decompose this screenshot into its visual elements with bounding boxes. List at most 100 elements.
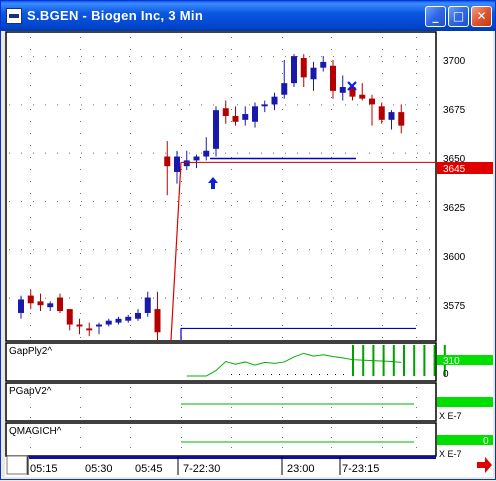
grid-dot: [416, 229, 417, 230]
grid-dot: [416, 121, 417, 122]
chart-area[interactable]: 3700 3675 3650 3625 3600 3575 3645 GapPl…: [5, 31, 493, 477]
grid-dot: [282, 169, 283, 170]
grid-dot: [181, 229, 182, 230]
grid-dot: [393, 249, 394, 251]
grid-dot: [30, 387, 31, 388]
pgapv-panel[interactable]: [5, 382, 437, 422]
grid-dot: [181, 289, 182, 290]
grid-dot: [181, 145, 182, 146]
grid-dot: [417, 104, 418, 106]
candle-body: [27, 295, 34, 304]
grid-dot: [416, 407, 417, 408]
grid-dot: [21, 249, 22, 251]
grid-dot: [282, 193, 283, 194]
grid-dot: [181, 447, 182, 448]
grid-dot: [381, 249, 382, 251]
grid-dot: [130, 61, 131, 62]
close-button[interactable]: ✕: [471, 6, 492, 27]
grid-dot: [382, 387, 383, 388]
grid-dot: [30, 447, 31, 448]
candle-body: [398, 112, 405, 126]
grid-dot: [153, 297, 154, 299]
grid-dot: [30, 277, 31, 278]
grid-dot: [309, 297, 310, 299]
gapply-panel[interactable]: [5, 342, 437, 382]
grid-dot: [130, 387, 131, 388]
candle-body: [339, 87, 346, 93]
grid-dot: [130, 181, 131, 182]
grid-dot: [297, 297, 298, 299]
grid-dot: [261, 152, 262, 154]
grid-dot: [417, 249, 418, 251]
candle-body: [213, 110, 219, 149]
scroll-right-arrow-icon[interactable]: [477, 457, 492, 473]
grid-dot: [153, 104, 154, 106]
grid-dot: [45, 104, 46, 106]
grid-dot: [130, 85, 131, 86]
candle-body: [330, 65, 336, 91]
grid-dot: [80, 121, 81, 122]
grid-dot: [249, 200, 250, 202]
grid-dot: [429, 249, 430, 251]
candle-body: [135, 312, 141, 319]
grid-dot: [429, 104, 430, 106]
grid-dot: [282, 157, 283, 158]
grid-dot: [393, 297, 394, 299]
grid-dot: [231, 277, 232, 278]
grid-dot: [165, 297, 166, 299]
buy-arrow-icon: [208, 177, 218, 189]
grid-dot: [81, 297, 82, 299]
title-bar[interactable]: S.BGEN - Biogen Inc, 3 Min _ □ ✕: [1, 1, 495, 31]
grid-dot: [105, 104, 106, 106]
sell-cross-icon: [347, 81, 357, 91]
grid-dot: [189, 56, 190, 58]
time-scrollbar[interactable]: [29, 456, 436, 459]
grid-dot: [117, 152, 118, 154]
grid-dot: [429, 56, 430, 58]
grid-dot: [321, 249, 322, 251]
grid-dot: [249, 104, 250, 106]
qmagich-panel[interactable]: [5, 422, 437, 457]
grid-dot: [80, 169, 81, 170]
gapply-dot: [263, 374, 264, 375]
grid-dot: [201, 56, 202, 58]
current-price-badge: [437, 162, 493, 174]
grid-dot: [45, 152, 46, 154]
grid-dot: [285, 200, 286, 202]
grid-dot: [331, 277, 332, 278]
gapply-dot: [319, 374, 320, 375]
grid-dot: [282, 301, 283, 302]
grid-dot: [30, 145, 31, 146]
grid-dot: [331, 417, 332, 418]
candle-body: [320, 61, 327, 68]
chart-app-icon[interactable]: [6, 8, 22, 24]
price-panel[interactable]: [5, 31, 437, 342]
grid-dot: [130, 145, 131, 146]
grid-dot: [30, 337, 31, 338]
grid-dot: [201, 200, 202, 202]
grid-dot: [273, 297, 274, 299]
minimize-button[interactable]: _: [425, 6, 446, 27]
grid-dot: [231, 253, 232, 254]
grid-dot: [331, 289, 332, 290]
grid-dot: [117, 200, 118, 202]
grid-dot: [130, 97, 131, 98]
grid-dot: [181, 387, 182, 388]
grid-dot: [345, 56, 346, 58]
grid-dot: [105, 297, 106, 299]
qmagich-value-badge: [437, 435, 493, 445]
grid-dot: [165, 104, 166, 106]
grid-dot: [129, 249, 130, 251]
grid-dot: [381, 200, 382, 202]
gapply-value: 310: [443, 356, 460, 367]
maximize-button[interactable]: □: [448, 6, 469, 27]
gapply-dot: [231, 374, 232, 375]
grid-dot: [231, 301, 232, 302]
grid-dot: [331, 253, 332, 254]
grid-dot: [30, 289, 31, 290]
grid-dot: [57, 200, 58, 202]
grid-dot: [80, 145, 81, 146]
grid-dot: [231, 427, 232, 428]
grid-dot: [80, 337, 81, 338]
scroll-home-button[interactable]: [6, 455, 28, 475]
